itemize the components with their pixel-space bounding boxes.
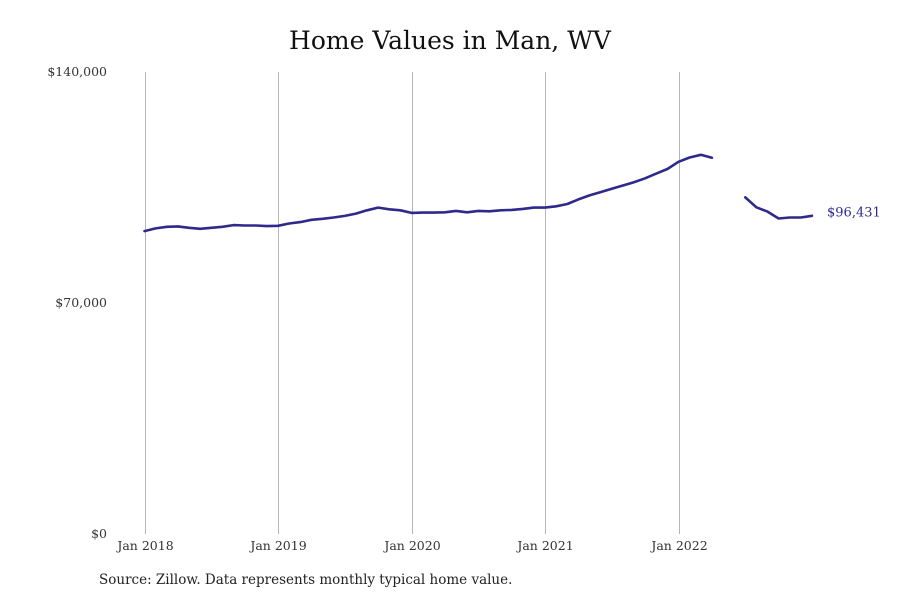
y-tick-label: $0 <box>91 526 107 541</box>
chart-title: Home Values in Man, WV <box>289 26 611 55</box>
x-tick-label: Jan 2019 <box>248 538 306 553</box>
end-value-label: $96,431 <box>827 205 881 220</box>
series-lines <box>143 153 814 233</box>
x-tick-label: Jan 2022 <box>649 538 707 553</box>
y-tick-label: $140,000 <box>47 64 107 79</box>
source-note: Source: Zillow. Data represents monthly … <box>99 572 513 588</box>
y-axis-ticks: $0 $70,000 $140,000 <box>47 64 107 541</box>
series-line <box>143 153 714 233</box>
x-tick-label: Jan 2018 <box>115 538 173 553</box>
y-tick-label: $70,000 <box>55 295 107 310</box>
x-tick-label: Jan 2020 <box>382 538 440 553</box>
end-labels: $96,431 <box>827 205 881 220</box>
x-tick-label: Jan 2021 <box>515 538 573 553</box>
series-line <box>744 196 814 220</box>
x-axis-ticks: Jan 2018 Jan 2019 Jan 2020 Jan 2021 Jan 2022 <box>115 538 707 553</box>
gridlines <box>145 72 680 534</box>
